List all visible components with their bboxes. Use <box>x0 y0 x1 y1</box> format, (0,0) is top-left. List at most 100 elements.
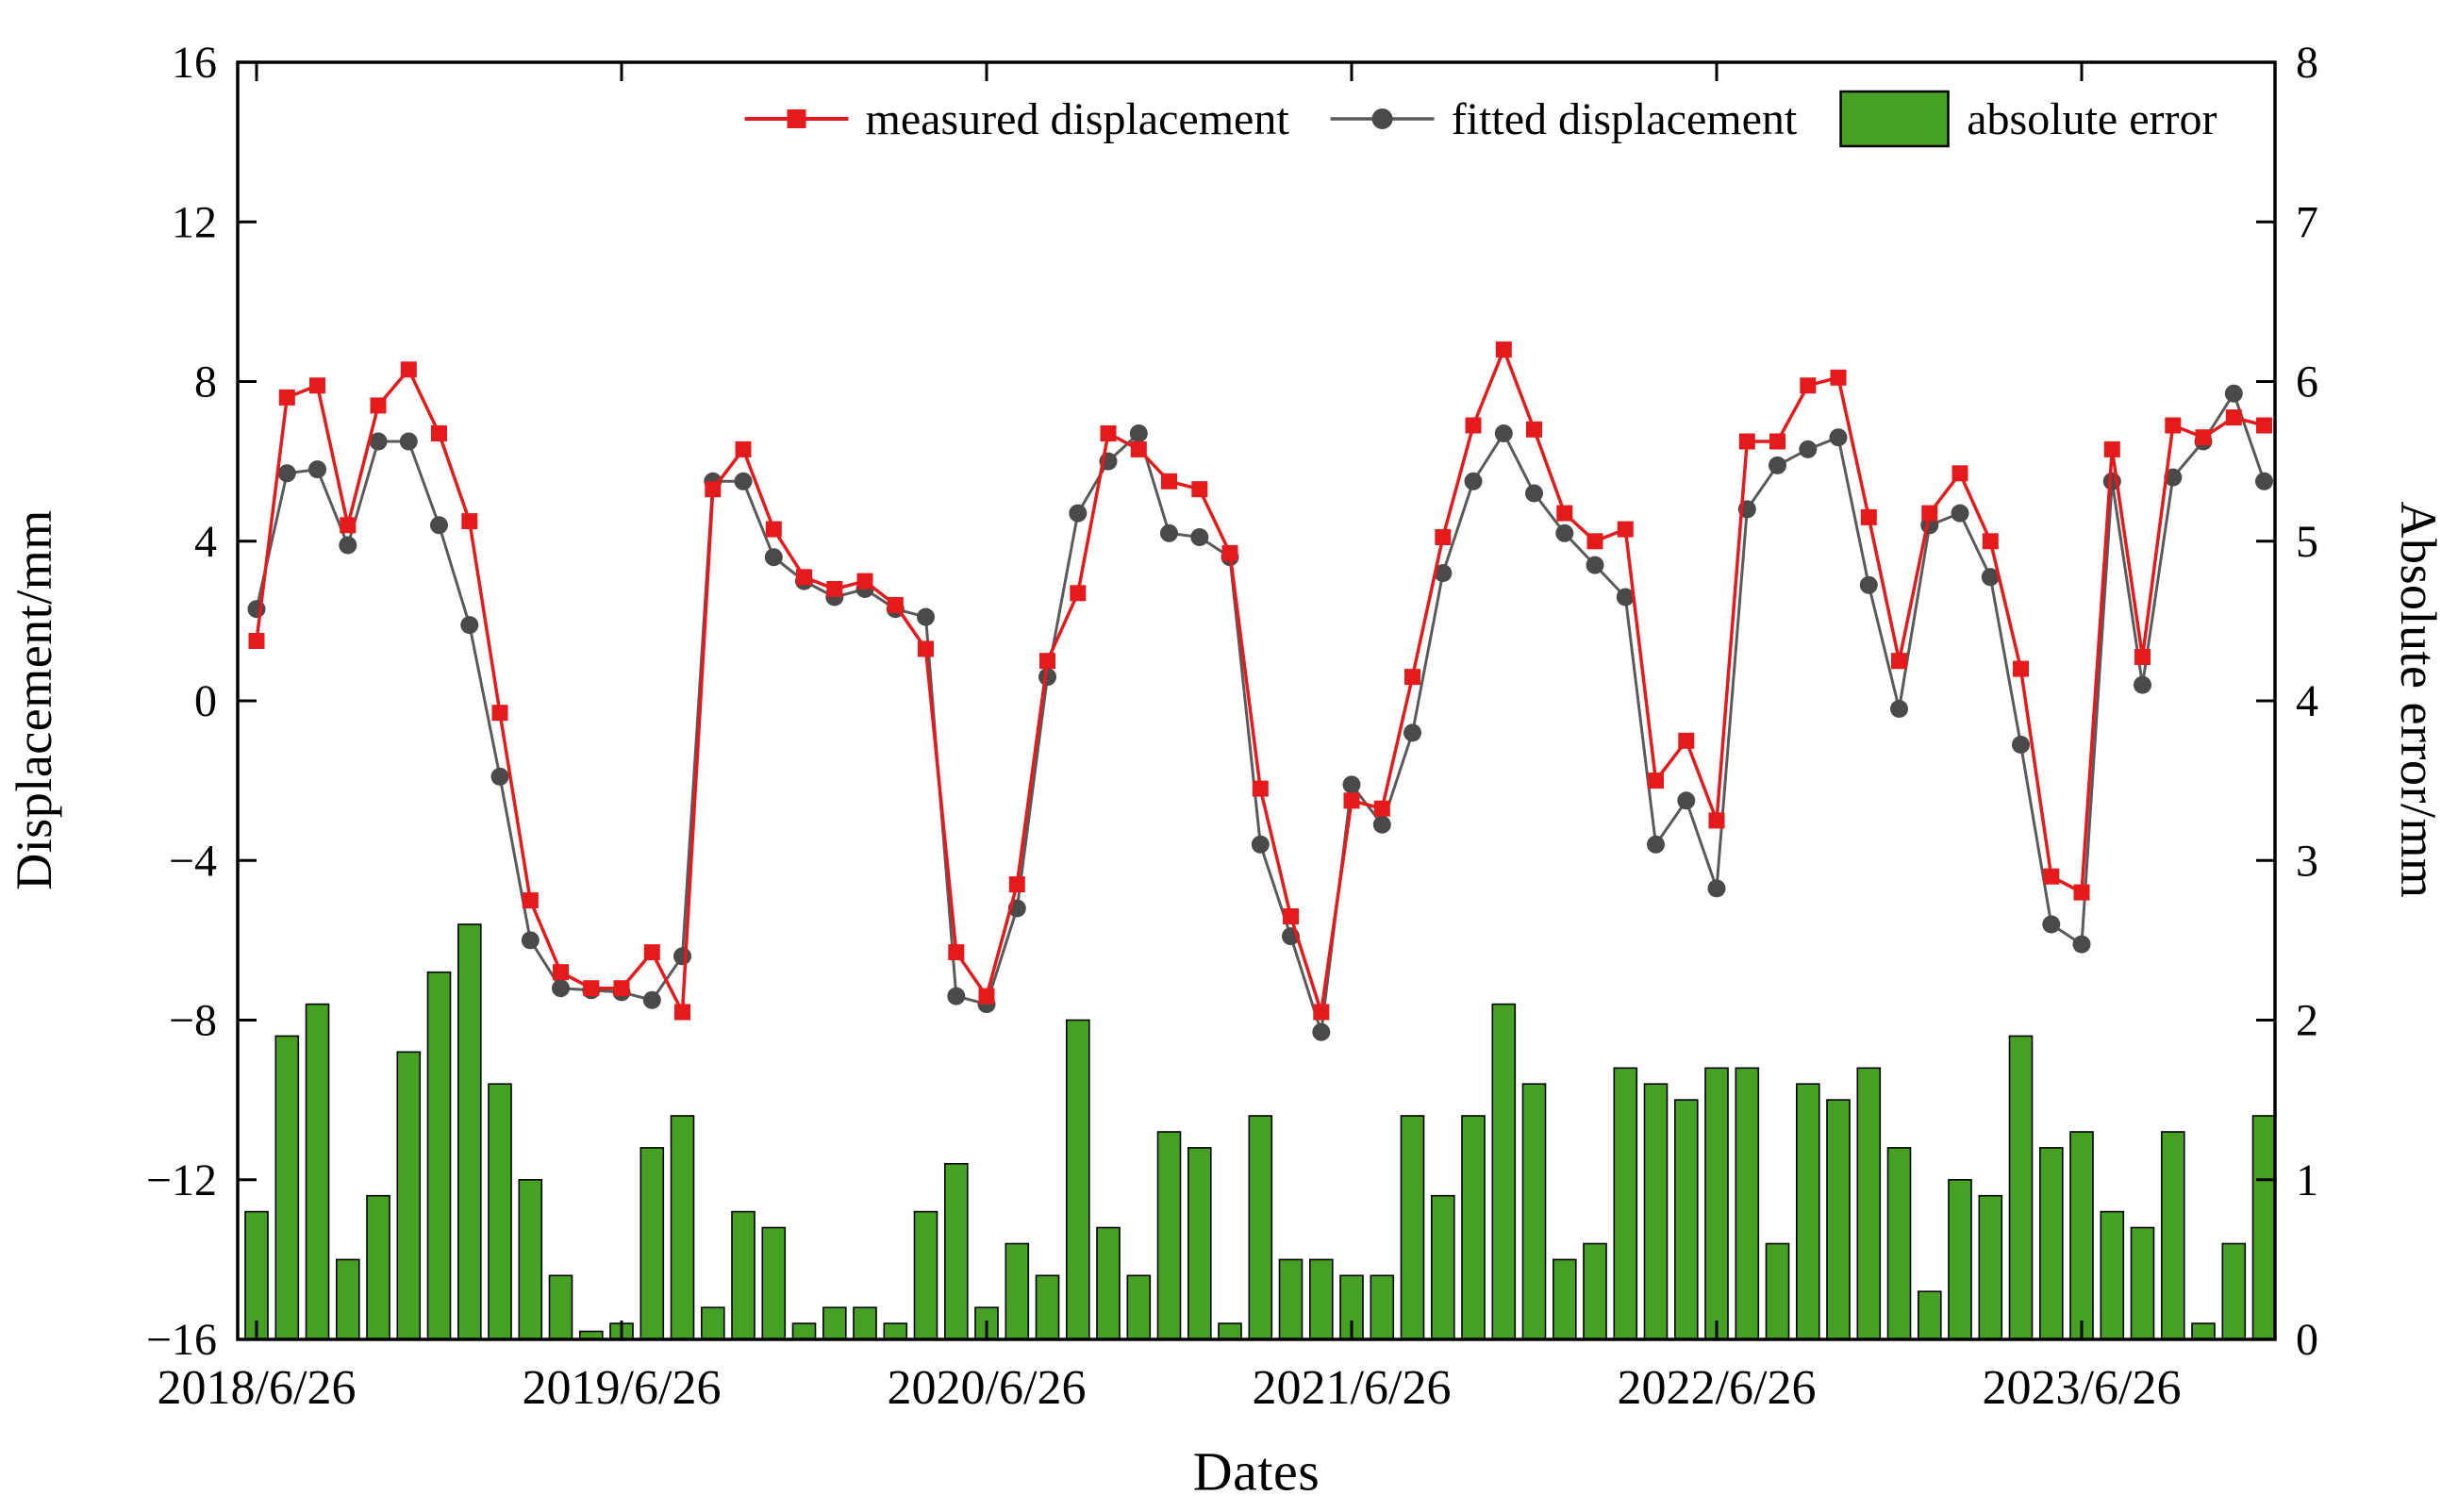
measured-marker <box>2073 884 2090 901</box>
measured-marker <box>887 596 904 613</box>
measured-marker <box>1526 421 1542 438</box>
right-tick-label: 5 <box>2296 517 2318 567</box>
fitted-marker <box>1555 523 1574 542</box>
measured-marker <box>1951 465 1968 482</box>
left-tick-label: 8 <box>194 357 217 407</box>
fitted-marker <box>1069 504 1088 523</box>
measured-marker <box>340 517 357 534</box>
fitted-marker <box>2255 472 2273 490</box>
measured-marker <box>1435 529 1452 545</box>
error-bar <box>2191 1322 2216 1340</box>
x-tick-label: 2018/6/26 <box>158 1361 357 1415</box>
right-tick-label: 4 <box>2296 676 2318 726</box>
error-bar <box>2130 1226 2155 1340</box>
fitted-marker <box>1434 564 1453 583</box>
error-bar <box>943 1163 969 1340</box>
right-tick-label: 7 <box>2296 197 2318 247</box>
error-bar <box>1187 1147 1212 1340</box>
error-swatch-icon <box>1838 90 1950 148</box>
measured-marker <box>1313 1004 1330 1021</box>
fitted-marker <box>1677 791 1696 810</box>
fitted-marker <box>2072 935 2091 954</box>
error-bar <box>700 1306 725 1340</box>
error-bar <box>1613 1067 1638 1340</box>
legend-label-fitted: fitted displacement <box>1451 93 1798 144</box>
measured-marker <box>1617 521 1634 538</box>
fitted-marker <box>1251 835 1270 854</box>
fitted-marker <box>1038 668 1056 687</box>
error-bar <box>274 1035 300 1340</box>
right-tick-label: 8 <box>2296 38 2318 88</box>
error-bar <box>1370 1274 1395 1340</box>
error-bar <box>335 1258 360 1340</box>
fitted-marker <box>1190 528 1209 546</box>
measured-marker <box>491 705 508 722</box>
legend-item-error: absolute error <box>1838 90 2217 148</box>
measured-marker <box>796 569 812 586</box>
error-bar <box>1431 1194 1455 1340</box>
fitted-marker <box>1799 440 1818 458</box>
error-bar <box>1096 1226 1121 1340</box>
error-bar <box>761 1226 787 1340</box>
measured-marker <box>1708 812 1725 829</box>
measured-marker <box>1191 481 1208 498</box>
x-tick-label: 2022/6/26 <box>1618 1361 1817 1415</box>
x-tick-label: 2021/6/26 <box>1253 1361 1452 1415</box>
fitted-line <box>255 390 2266 1033</box>
error-bar <box>457 923 482 1340</box>
error-bar <box>1005 1242 1030 1340</box>
right-tick-label: 0 <box>2296 1315 2318 1365</box>
fitted-marker <box>460 616 479 635</box>
error-bar <box>244 1210 269 1340</box>
fitted-marker <box>1129 424 1148 442</box>
measured-swatch-icon <box>744 109 849 128</box>
fitted-marker <box>734 472 753 490</box>
measured-marker <box>978 988 995 1005</box>
measured-marker <box>1039 653 1055 670</box>
measured-marker <box>826 581 843 597</box>
measured-marker <box>431 425 447 441</box>
right-tick-label: 3 <box>2296 836 2318 886</box>
error-bar <box>1400 1115 1425 1340</box>
error-bar <box>1826 1099 1851 1340</box>
error-bar <box>1218 1322 1242 1340</box>
measured-marker <box>461 513 478 530</box>
error-bar <box>1674 1099 1699 1340</box>
left-tick-label: −8 <box>169 996 217 1046</box>
fitted-marker <box>2042 915 2061 934</box>
measured-marker <box>613 980 630 997</box>
x-tick-label: 2023/6/26 <box>1983 1361 2182 1415</box>
error-bar <box>1704 1067 1729 1340</box>
fitted-marker <box>1372 815 1391 834</box>
measured-marker <box>1678 732 1695 749</box>
error-bar <box>1918 1290 1942 1340</box>
error-bar <box>883 1322 908 1340</box>
error-bar <box>1461 1115 1486 1340</box>
fitted-marker <box>1525 484 1543 503</box>
right-tick-label: 1 <box>2296 1155 2318 1205</box>
fitted-marker <box>1951 504 1969 523</box>
fitted-marker <box>1616 588 1635 606</box>
error-bar <box>366 1194 390 1340</box>
error-bar <box>1248 1115 1273 1340</box>
error-bar <box>1583 1242 1607 1340</box>
error-bar <box>548 1274 573 1340</box>
measured-marker <box>278 389 295 406</box>
fitted-marker <box>947 987 966 1005</box>
measured-marker <box>1252 780 1269 797</box>
fitted-marker <box>1342 775 1361 794</box>
fitted-marker <box>1647 835 1665 854</box>
measured-marker <box>1404 669 1420 686</box>
measured-marker <box>553 964 569 981</box>
error-bar <box>426 971 452 1340</box>
measured-marker <box>1465 417 1482 434</box>
error-bar <box>822 1306 847 1340</box>
measured-marker <box>370 397 387 414</box>
error-bar <box>1856 1067 1882 1340</box>
fitted-marker <box>1981 568 2000 587</box>
error-bar <box>1491 1003 1517 1340</box>
fitted-marker <box>2164 468 2183 487</box>
measured-marker <box>1556 505 1573 522</box>
fitted-marker <box>673 947 691 966</box>
fitted-marker <box>399 432 418 451</box>
